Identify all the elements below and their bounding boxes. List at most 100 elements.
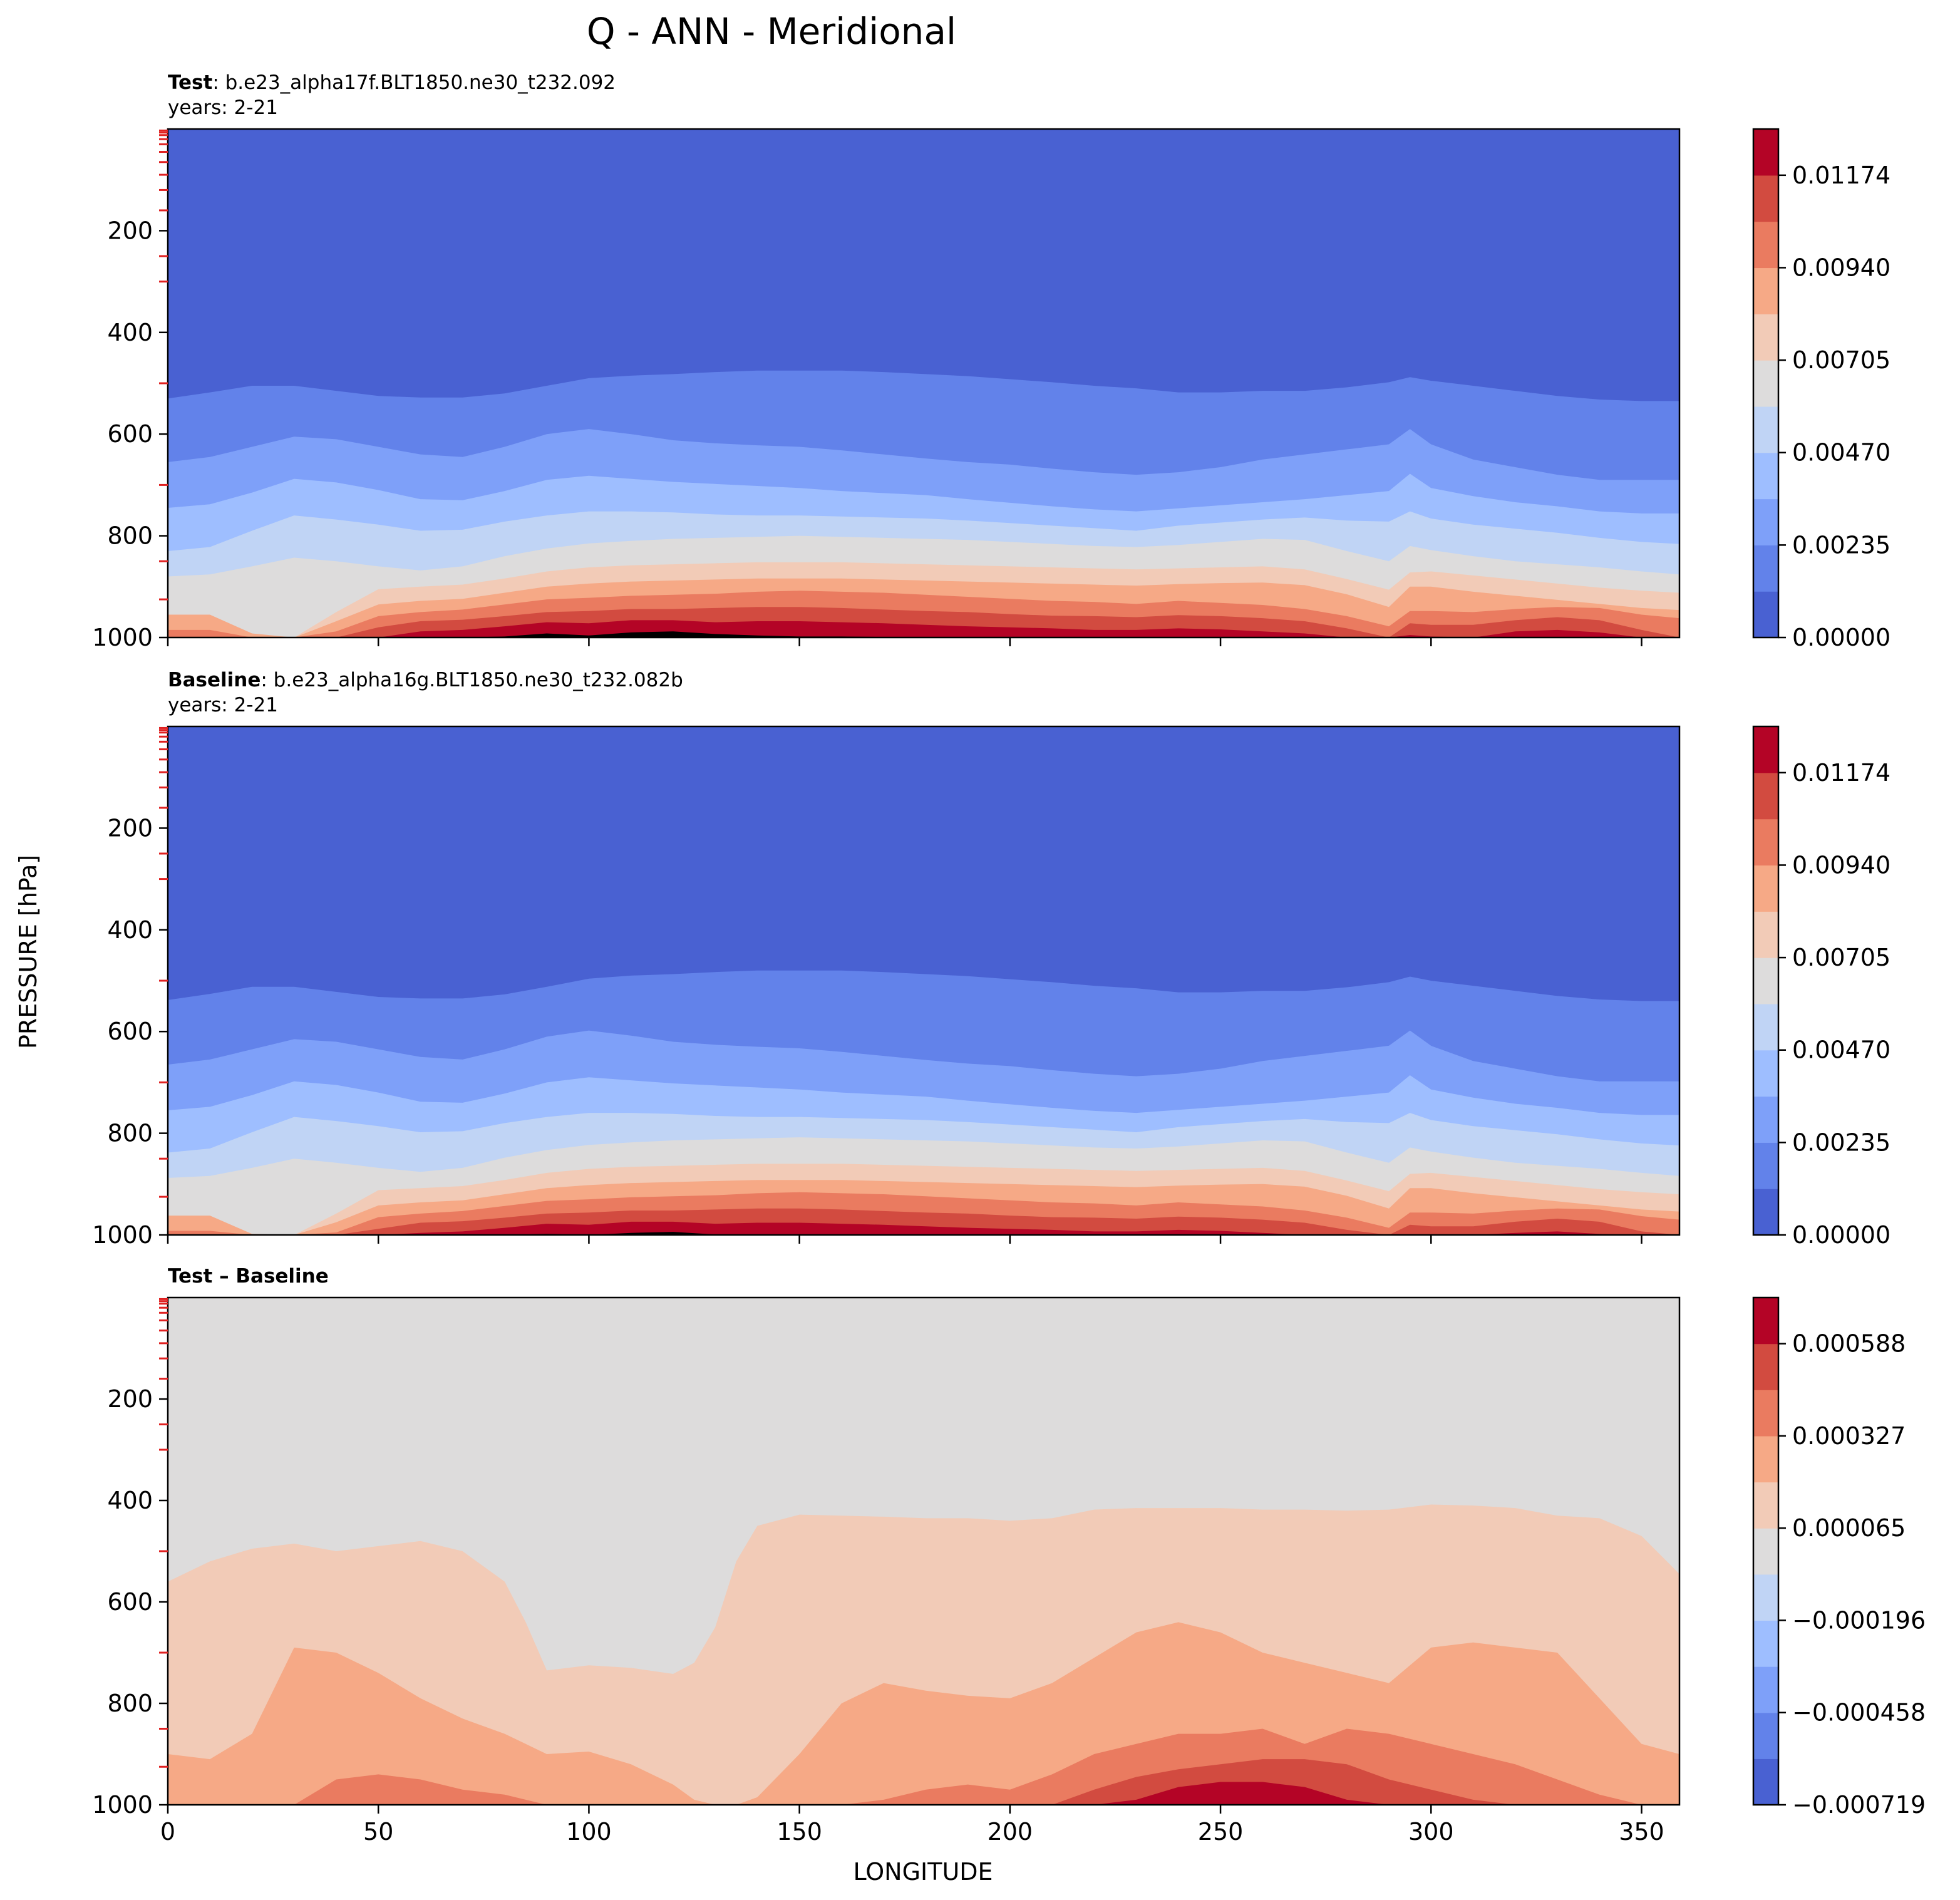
colorbar-cell xyxy=(1753,360,1778,407)
colorbar-cell xyxy=(1753,1666,1778,1713)
colorbar-tick-label: 0.01174 xyxy=(1792,759,1890,787)
colorbar-cell xyxy=(1753,452,1778,500)
y-tick-label: 1000 xyxy=(92,1791,153,1819)
colorbar-tick-label: 0.00235 xyxy=(1792,531,1890,559)
y-tick-label: 200 xyxy=(107,217,153,244)
colorbar-cell xyxy=(1753,865,1778,912)
colorbar-tick-label: 0.000588 xyxy=(1792,1330,1906,1358)
x-tick-label: 250 xyxy=(1198,1818,1244,1846)
y-tick-label: 200 xyxy=(107,1385,153,1413)
colorbar-cell xyxy=(1753,221,1778,269)
colorbar-cell xyxy=(1753,958,1778,1004)
colorbar-tick-label: 0.00705 xyxy=(1792,346,1890,374)
x-tick-label: 50 xyxy=(363,1818,393,1846)
panel-subtitle: Baseline: b.e23_alpha16g.BLT1850.ne30_t2… xyxy=(168,669,683,691)
panel-subtitle: Test – Baseline xyxy=(168,1265,329,1288)
panel-subtitle: Test: b.e23_alpha17f.BLT1850.ne30_t232.0… xyxy=(168,71,616,94)
colorbar: 0.00000 0.00235 0.00470 0.00705 0.00940 0.011… xyxy=(1752,725,1890,1249)
colorbar-tick-label: −0.000196 xyxy=(1792,1606,1926,1634)
panel-years: years: 2-21 xyxy=(168,694,278,716)
panel-subtitle-text: : b.e23_alpha16g.BLT1850.ne30_t232.082b xyxy=(260,669,683,691)
contour-fills xyxy=(168,129,1679,638)
contour-fills xyxy=(168,1298,1679,1805)
panel-years: years: 2-21 xyxy=(168,96,278,119)
y-tick-label: 800 xyxy=(107,1120,153,1147)
y-tick-label: 400 xyxy=(107,916,153,944)
x-tick-label: 0 xyxy=(160,1818,175,1846)
y-tick-label: 800 xyxy=(107,522,153,550)
colorbar-cell xyxy=(1753,1003,1778,1051)
colorbar-cell xyxy=(1753,175,1778,222)
colorbar-cell xyxy=(1753,1482,1778,1529)
colorbar-tick-label: −0.000458 xyxy=(1792,1699,1926,1727)
colorbar-tick-label: −0.000719 xyxy=(1792,1791,1926,1819)
colorbar-cell xyxy=(1753,1096,1778,1143)
x-tick-label: 350 xyxy=(1619,1818,1664,1846)
colorbar-cell xyxy=(1753,591,1778,638)
colorbar-cell xyxy=(1753,1435,1778,1483)
colorbar-cell xyxy=(1753,1528,1778,1575)
colorbar-tick-label: 0.00000 xyxy=(1792,624,1890,651)
y-tick-label: 200 xyxy=(107,814,153,842)
colorbar-cell xyxy=(1753,1298,1778,1345)
panel-2: 200 400 600 800 1000 Baseline: b.e23_alpha16g… xyxy=(92,669,1890,1249)
colorbar: −0.000719 −0.000458 −0.000196 0.000065 0.000… xyxy=(1752,1296,1926,1819)
colorbar-cell xyxy=(1753,1050,1778,1097)
colorbar: 0.00000 0.00235 0.00470 0.00705 0.00940 0.011… xyxy=(1752,128,1890,651)
y-tick-label: 600 xyxy=(107,420,153,448)
colorbar-cell xyxy=(1753,1758,1778,1805)
colorbar-cell xyxy=(1753,1620,1778,1667)
colorbar-cell xyxy=(1753,1574,1778,1621)
colorbar-tick-label: 0.00470 xyxy=(1792,439,1890,467)
colorbar-cell xyxy=(1753,1343,1778,1390)
colorbar-tick-label: 0.00235 xyxy=(1792,1128,1890,1156)
colorbar-cell xyxy=(1753,1142,1778,1189)
contour-fills xyxy=(168,726,1679,1235)
panel-subtitle-bold: Test xyxy=(168,71,213,94)
y-tick-label: 1000 xyxy=(92,1221,153,1249)
colorbar-cell xyxy=(1753,726,1778,773)
x-tick-label: 300 xyxy=(1408,1818,1454,1846)
contour-band xyxy=(168,1782,1679,1805)
colorbar-cell xyxy=(1753,545,1778,592)
panel-subtitle-text: : b.e23_alpha17f.BLT1850.ne30_t232.092 xyxy=(212,71,616,94)
x-axis-label: LONGITUDE xyxy=(853,1858,993,1886)
colorbar-tick-label: 0.00705 xyxy=(1792,944,1890,971)
colorbar-cell xyxy=(1753,1189,1778,1236)
colorbar-cell xyxy=(1753,772,1778,820)
colorbar-cell xyxy=(1753,1712,1778,1759)
y-tick-label: 600 xyxy=(107,1018,153,1045)
x-tick-label: 100 xyxy=(566,1818,612,1846)
colorbar-tick-label: 0.00470 xyxy=(1792,1036,1890,1064)
colorbar-tick-label: 0.00000 xyxy=(1792,1221,1890,1249)
figure-title: Q - ANN - Meridional xyxy=(587,10,956,53)
contour-band xyxy=(168,631,1679,638)
colorbar-cell xyxy=(1753,406,1778,453)
y-axis-label: PRESSURE [hPa] xyxy=(14,855,42,1049)
colorbar-cell xyxy=(1753,498,1778,545)
colorbar-cell xyxy=(1753,911,1778,958)
colorbar-tick-label: 0.000065 xyxy=(1792,1514,1906,1542)
y-tick-label: 600 xyxy=(107,1588,153,1616)
colorbar-cell xyxy=(1753,818,1778,866)
colorbar-cell xyxy=(1753,267,1778,314)
colorbar-tick-label: 0.00940 xyxy=(1792,254,1890,281)
panel-1: 200 400 600 800 1000 Test: b.e23_alpha17f.BLT… xyxy=(92,71,1890,651)
colorbar-cell xyxy=(1753,314,1778,361)
y-tick-label: 400 xyxy=(107,1487,153,1514)
y-tick-label: 400 xyxy=(107,319,153,346)
colorbar-cell xyxy=(1753,1390,1778,1437)
colorbar-cell xyxy=(1753,129,1778,176)
contour-band xyxy=(168,620,1679,638)
x-tick-label: 200 xyxy=(988,1818,1033,1846)
colorbar-frame xyxy=(1752,128,1780,639)
colorbar-frame xyxy=(1752,1296,1780,1806)
y-tick-label: 800 xyxy=(107,1690,153,1717)
x-tick-label: 150 xyxy=(776,1818,822,1846)
colorbar-tick-label: 0.00940 xyxy=(1792,851,1890,879)
y-tick-label: 1000 xyxy=(92,624,153,651)
panel-subtitle-bold: Baseline xyxy=(168,669,260,691)
